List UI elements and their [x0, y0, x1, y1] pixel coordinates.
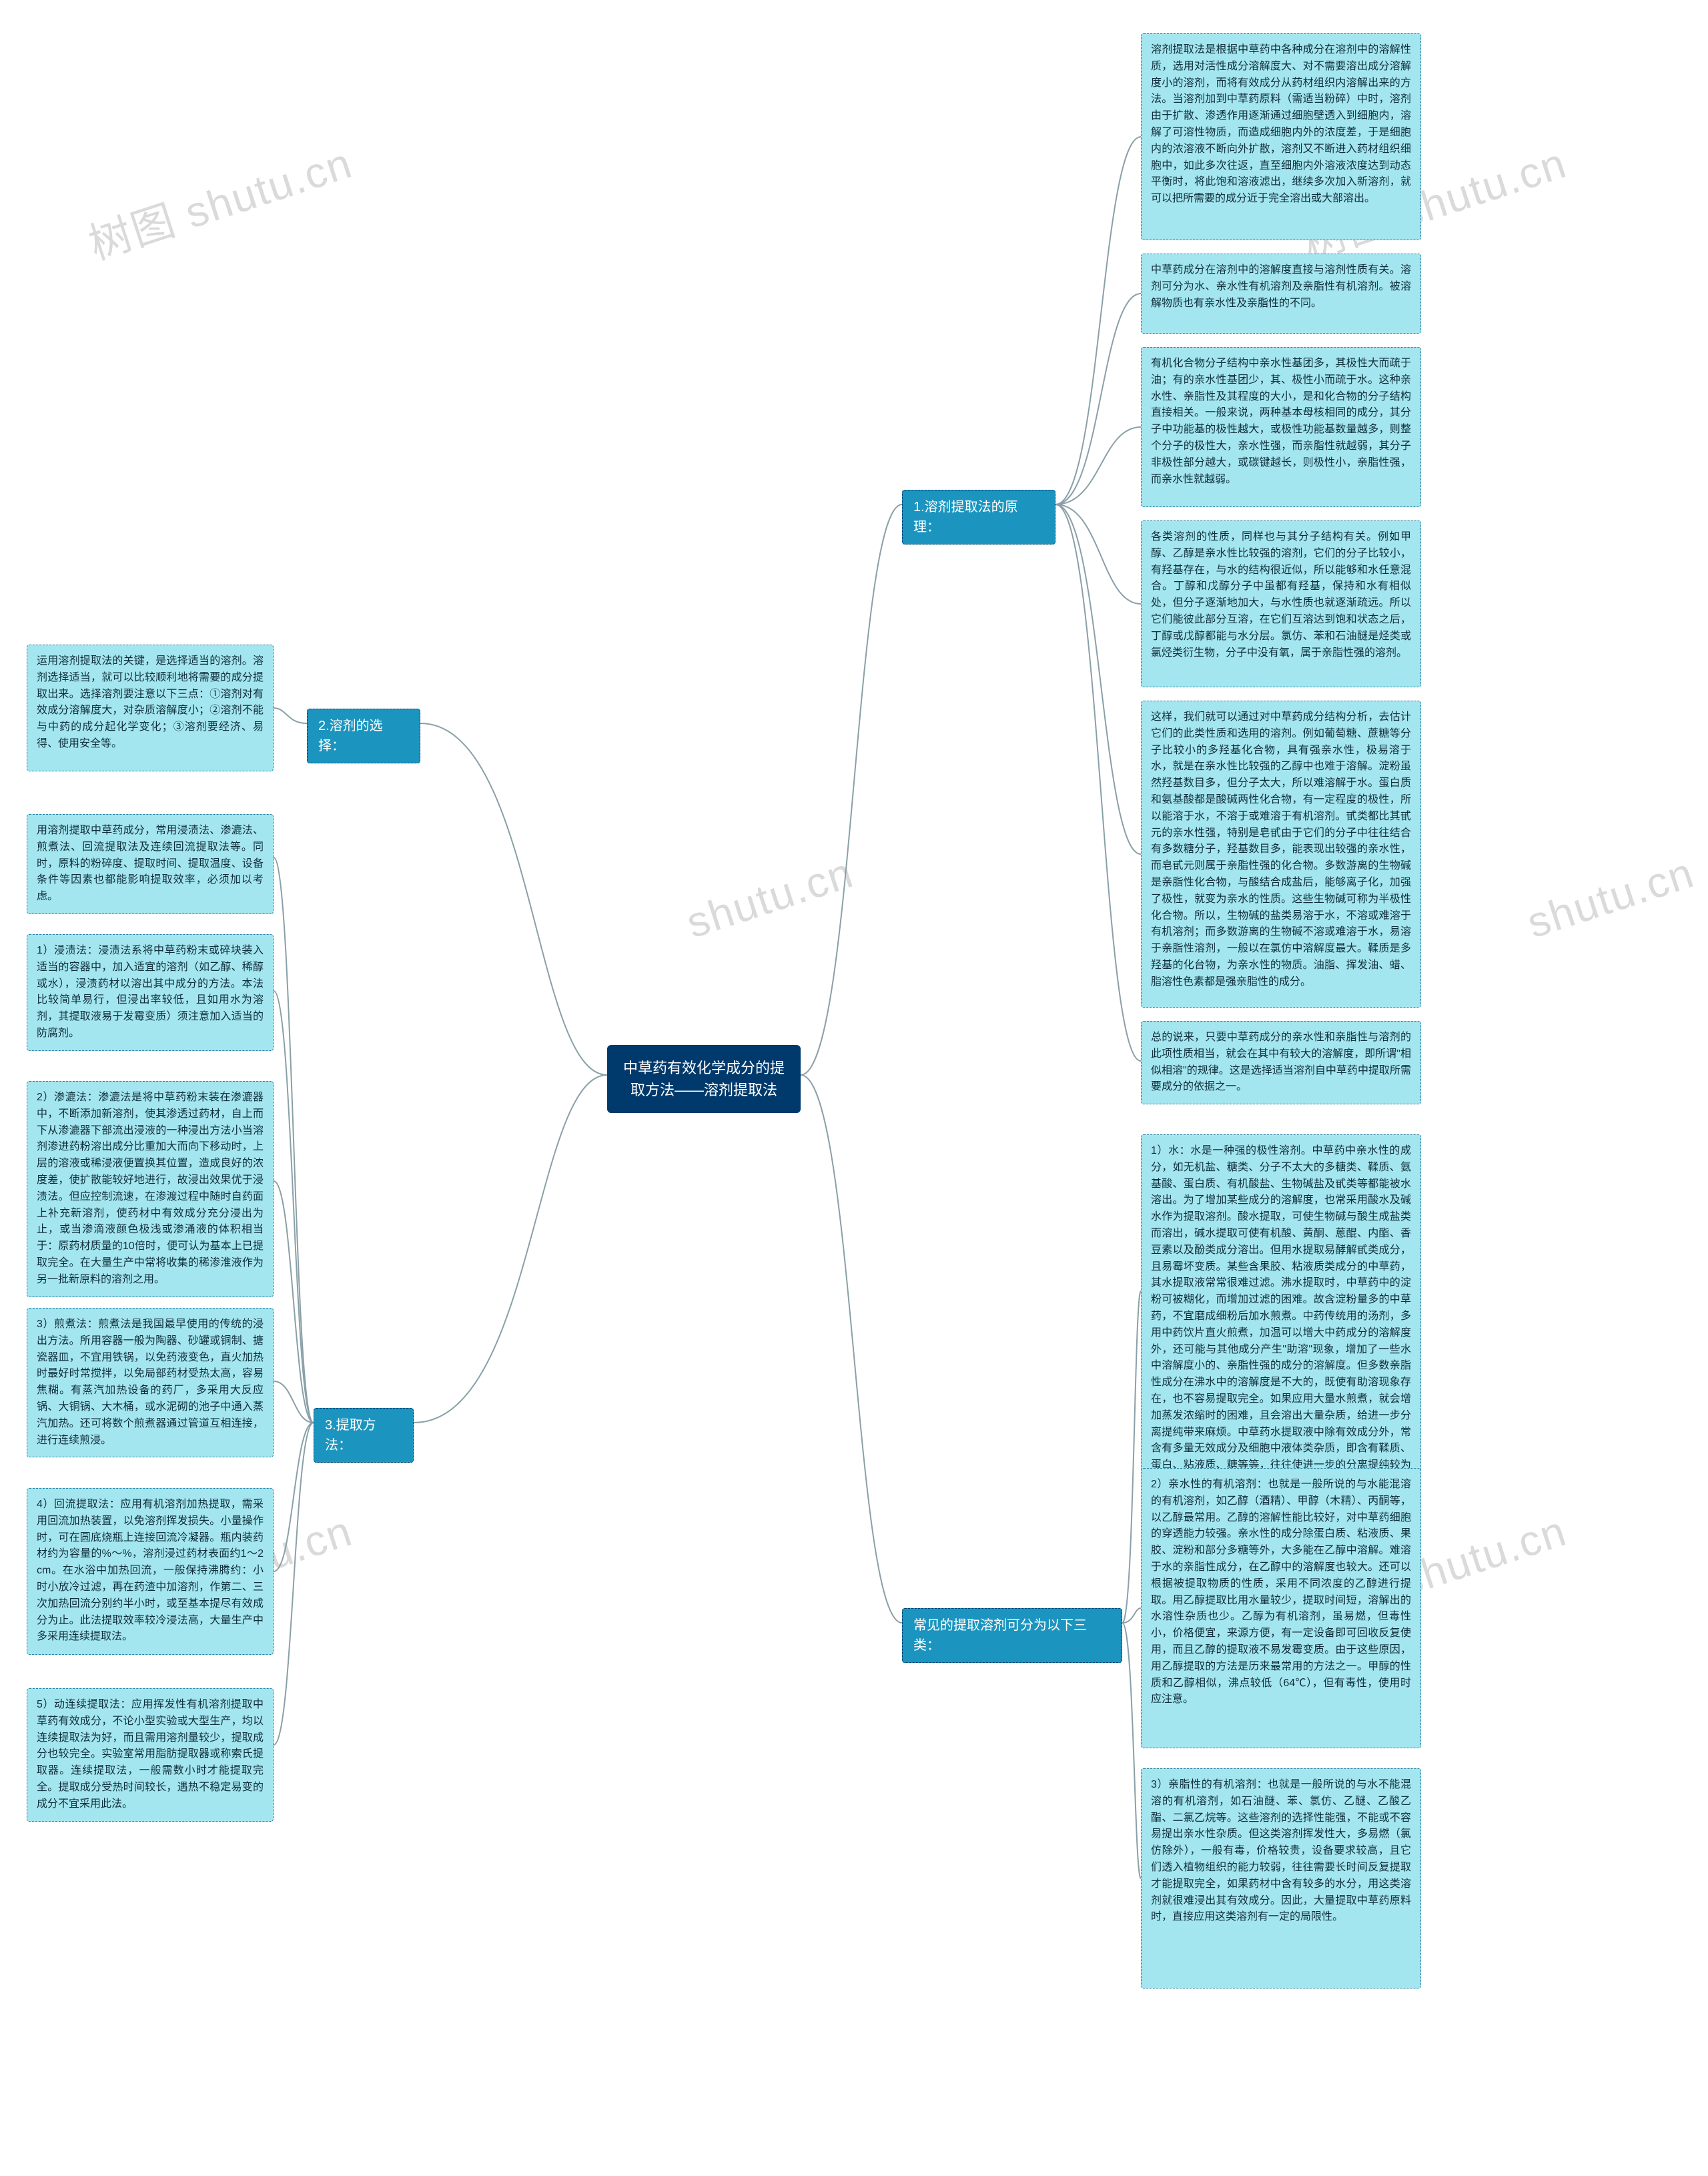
root-node: 中草药有效化学成分的提 取方法——溶剂提取法	[607, 1045, 801, 1113]
watermark: shutu.cn	[681, 847, 859, 948]
leaf-node: 有机化合物分子结构中亲水性基团多，其极性大而疏于油；有的亲水性基团少，其、极性小…	[1141, 347, 1421, 507]
leaf-node: 1）浸渍法：浸渍法系将中草药粉末或碎块装入适当的容器中，加入适宜的溶剂（如乙醇、…	[27, 934, 274, 1051]
leaf-node: 总的说来，只要中草药成分的亲水性和亲脂性与溶剂的此项性质相当，就会在其中有较大的…	[1141, 1021, 1421, 1104]
branch-node: 2.溶剂的选择：	[307, 709, 420, 763]
leaf-node: 3）煎煮法：煎煮法是我国最早使用的传统的浸出方法。所用容器一般为陶器、砂罐或铜制…	[27, 1308, 274, 1457]
branch-node: 1.溶剂提取法的原理：	[902, 490, 1055, 545]
leaf-node: 用溶剂提取中草药成分，常用浸渍法、渗漉法、煎煮法、回流提取法及连续回流提取法等。…	[27, 814, 274, 914]
leaf-node: 3）亲脂性的有机溶剂：也就是一般所说的与水不能混溶的有机溶剂，如石油醚、苯、氯仿…	[1141, 1768, 1421, 1988]
leaf-node: 各类溶剂的性质，同样也与其分子结构有关。例如甲醇、乙醇是亲水性比较强的溶剂，它们…	[1141, 520, 1421, 687]
leaf-node: 2）亲水性的有机溶剂：也就是一般所说的与水能混溶的有机溶剂，如乙醇（酒精）、甲醇…	[1141, 1468, 1421, 1748]
leaf-node: 这样，我们就可以通过对中草药成分结构分析，去估计它们的此类性质和选用的溶剂。例如…	[1141, 701, 1421, 1008]
leaf-node: 2）渗漉法：渗漉法是将中草药粉末装在渗漉器中，不断添加新溶剂，使其渗透过药材，自…	[27, 1081, 274, 1297]
leaf-node: 运用溶剂提取法的关键，是选择适当的溶剂。溶剂选择适当，就可以比较顺利地将需要的成…	[27, 645, 274, 771]
branch-node: 3.提取方法：	[314, 1408, 414, 1463]
canvas: 树图 shutu.cn树图 shutu.cnshutu.cnshutu.cn树图…	[0, 0, 1708, 2176]
leaf-node: 溶剂提取法是根据中草药中各种成分在溶剂中的溶解性质，选用对活性成分溶解度大、对不…	[1141, 33, 1421, 240]
watermark: shutu.cn	[1521, 847, 1700, 948]
branch-node: 常见的提取溶剂可分为以下三类：	[902, 1608, 1122, 1663]
leaf-node: 中草药成分在溶剂中的溶解度直接与溶剂性质有关。溶剂可分为水、亲水性有机溶剂及亲脂…	[1141, 254, 1421, 334]
leaf-node: 5）动连续提取法：应用挥发性有机溶剂提取中草药有效成分，不论小型实验或大型生产，…	[27, 1688, 274, 1822]
watermark: 树图 shutu.cn	[80, 129, 359, 272]
leaf-node: 4）回流提取法：应用有机溶剂加热提取，需采用回流加热装置，以免溶剂挥发损失。小量…	[27, 1488, 274, 1655]
